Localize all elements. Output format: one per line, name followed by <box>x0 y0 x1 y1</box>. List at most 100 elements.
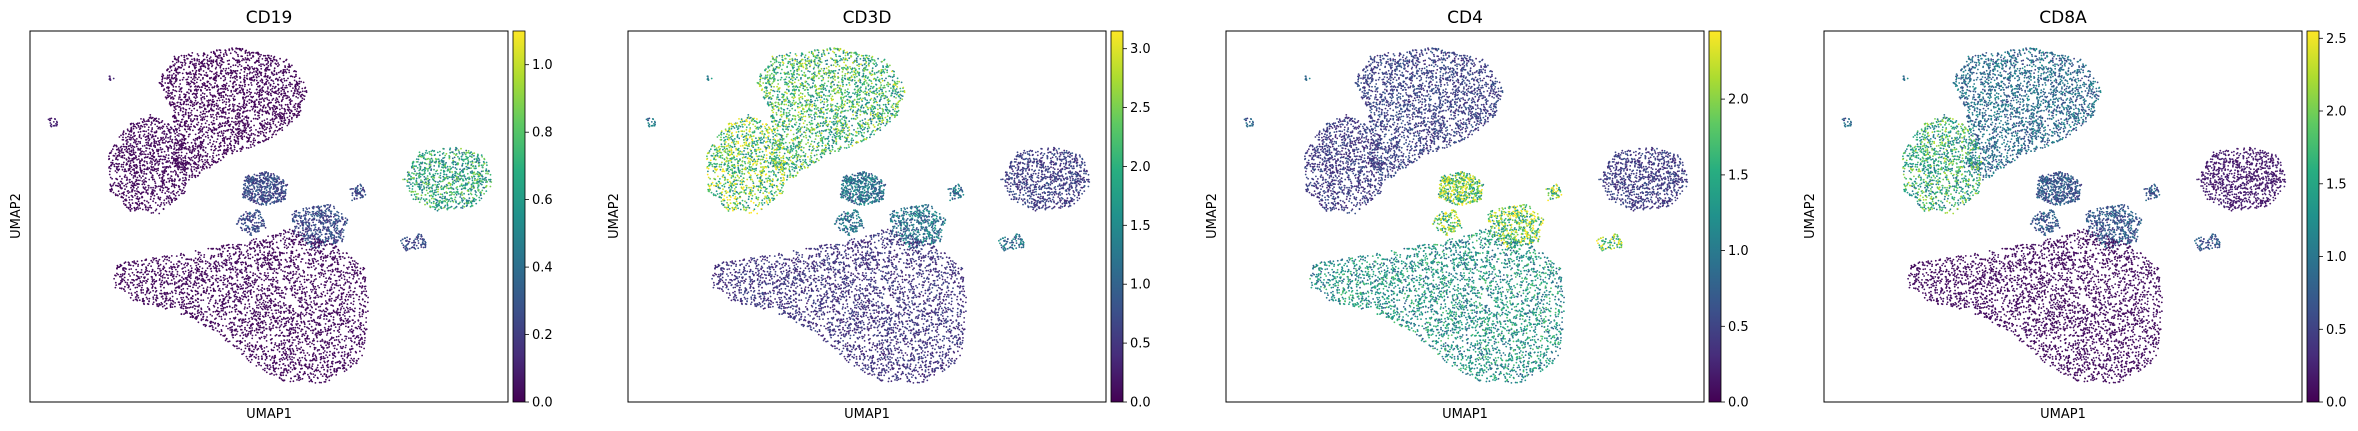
umap-point <box>214 95 216 98</box>
umap-point <box>335 231 338 234</box>
umap-point <box>284 192 287 195</box>
umap-point <box>283 90 286 93</box>
umap-point <box>199 142 202 144</box>
umap-point <box>207 60 209 63</box>
umap-point <box>238 127 241 130</box>
umap-point <box>189 149 191 152</box>
umap-point <box>291 336 293 339</box>
umap-point <box>174 199 177 202</box>
umap-point <box>129 150 131 153</box>
umap-point <box>211 86 214 89</box>
umap-point <box>115 162 118 165</box>
umap-point <box>136 190 139 193</box>
umap-point <box>239 81 242 83</box>
umap-point <box>124 198 126 201</box>
umap-point <box>256 118 259 120</box>
umap-point <box>220 125 223 128</box>
umap-point <box>193 75 196 78</box>
umap-point <box>131 157 134 160</box>
umap-point <box>148 117 151 119</box>
umap-point <box>210 121 213 124</box>
umap-point <box>196 165 199 168</box>
umap-point <box>180 151 183 154</box>
umap-point <box>142 187 145 189</box>
umap-point <box>278 101 280 104</box>
umap-point <box>242 223 245 226</box>
umap-point <box>201 62 204 65</box>
umap-point <box>250 82 253 84</box>
umap-point <box>206 160 208 163</box>
umap-point <box>181 64 183 66</box>
umap-point <box>277 62 279 64</box>
umap-point <box>169 104 172 107</box>
umap-point <box>242 88 245 91</box>
umap-point <box>280 122 282 125</box>
umap-point <box>258 180 261 182</box>
umap-point <box>209 99 212 101</box>
umap-point <box>147 201 150 204</box>
umap-point <box>323 227 326 230</box>
umap-point <box>224 149 227 152</box>
umap-point <box>291 120 293 123</box>
umap-point <box>200 67 202 70</box>
umap-point <box>285 79 288 82</box>
umap-point <box>218 142 221 145</box>
umap-point <box>253 173 256 176</box>
umap-point <box>141 183 144 186</box>
umap-point <box>323 360 326 363</box>
umap-point <box>186 99 189 101</box>
umap-point <box>176 68 179 70</box>
umap-point <box>151 176 154 179</box>
umap-point <box>237 142 240 145</box>
umap-point <box>168 270 171 273</box>
umap-point <box>310 229 312 232</box>
umap-point <box>333 213 336 216</box>
umap-point <box>261 139 264 142</box>
umap-point <box>269 122 271 124</box>
umap-point <box>264 336 267 338</box>
umap-point <box>206 80 209 83</box>
umap-point <box>282 74 285 77</box>
umap-point <box>218 74 220 77</box>
umap-point <box>257 57 260 60</box>
umap-point <box>258 183 261 186</box>
umap-point <box>250 95 253 98</box>
umap-point <box>274 124 277 126</box>
umap-point <box>273 180 276 183</box>
umap-point <box>275 181 278 184</box>
umap-point <box>297 215 300 218</box>
umap-point <box>173 180 176 183</box>
umap-point <box>182 113 185 116</box>
umap-point <box>336 220 338 223</box>
umap-point <box>262 106 264 109</box>
umap-point <box>143 123 146 126</box>
umap-point <box>110 164 112 167</box>
umap-point <box>279 325 282 327</box>
umap-point <box>183 100 186 103</box>
umap-point <box>216 49 218 52</box>
umap-point <box>225 152 227 154</box>
umap-point <box>131 294 133 296</box>
umap-point <box>214 145 217 148</box>
umap-point <box>143 170 146 173</box>
umap-point <box>233 136 236 138</box>
umap-point <box>217 124 220 126</box>
umap-point <box>205 74 207 77</box>
umap-point <box>178 194 180 197</box>
umap-point <box>130 194 133 197</box>
umap-point <box>258 53 260 55</box>
umap-point <box>298 91 301 94</box>
umap-point <box>219 135 222 138</box>
umap-point <box>249 134 251 137</box>
umap-point <box>124 176 126 179</box>
umap-point <box>149 151 152 154</box>
umap-point <box>215 108 218 110</box>
umap-point <box>142 175 144 178</box>
umap-point <box>292 94 295 96</box>
umap-point <box>206 95 208 98</box>
umap-point <box>143 144 146 147</box>
umap-point <box>200 146 203 149</box>
umap-point <box>268 130 271 133</box>
umap-point <box>293 357 295 359</box>
umap-point <box>297 211 300 214</box>
